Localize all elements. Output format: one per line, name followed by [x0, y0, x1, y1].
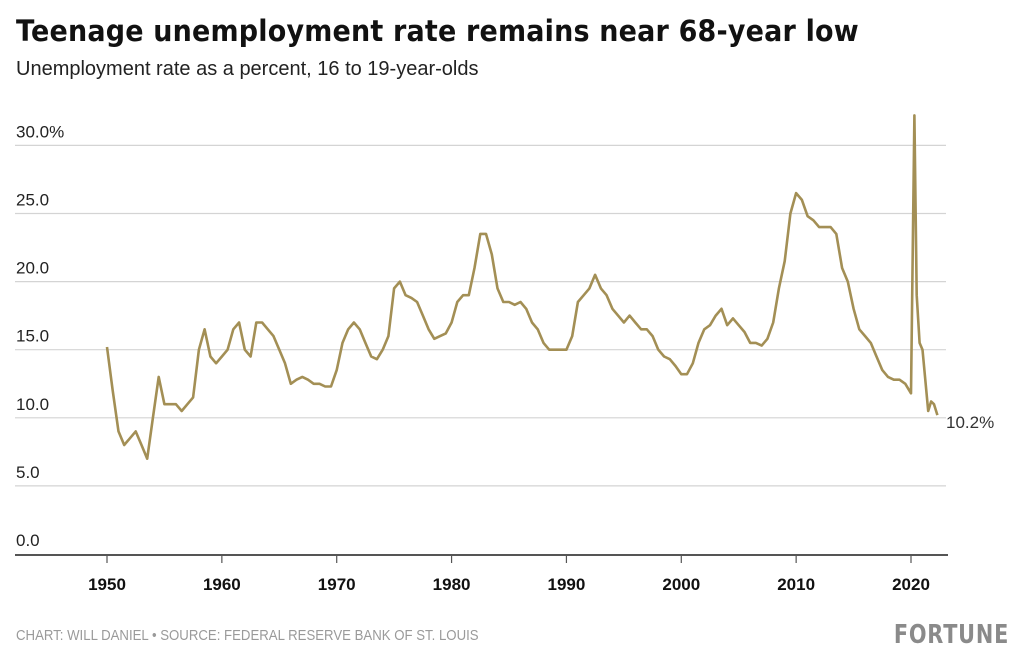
end-value-label: 10.2%	[946, 413, 994, 432]
source-credit: CHART: WILL DANIEL • SOURCE: FEDERAL RES…	[16, 627, 479, 644]
y-tick-label: 30.0%	[16, 122, 64, 141]
x-tick-label: 1950	[88, 575, 126, 594]
x-tick-label: 1980	[433, 575, 471, 594]
chart-title: Teenage unemployment rate remains near 6…	[16, 14, 859, 48]
y-tick-label: 5.0	[16, 463, 40, 482]
y-tick-label: 20.0	[16, 259, 49, 278]
x-tick-label: 2020	[892, 575, 930, 594]
y-tick-label: 15.0	[16, 327, 49, 346]
x-tick-label: 2010	[777, 575, 815, 594]
x-tick-label: 1970	[318, 575, 356, 594]
chart-subtitle: Unemployment rate as a percent, 16 to 19…	[16, 58, 479, 80]
y-tick-label: 25.0	[16, 191, 49, 210]
x-tick-label: 1990	[548, 575, 586, 594]
x-tick-label: 1960	[203, 575, 241, 594]
unemployment-rate-line	[105, 114, 939, 461]
x-tick-label: 2000	[662, 575, 700, 594]
y-tick-label: 10.0	[16, 395, 49, 414]
y-tick-label: 0.0	[16, 531, 40, 550]
fortune-logo: FORTUNE	[893, 620, 1009, 650]
